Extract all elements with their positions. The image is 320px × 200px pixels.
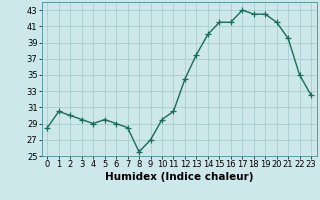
- X-axis label: Humidex (Indice chaleur): Humidex (Indice chaleur): [105, 172, 253, 182]
